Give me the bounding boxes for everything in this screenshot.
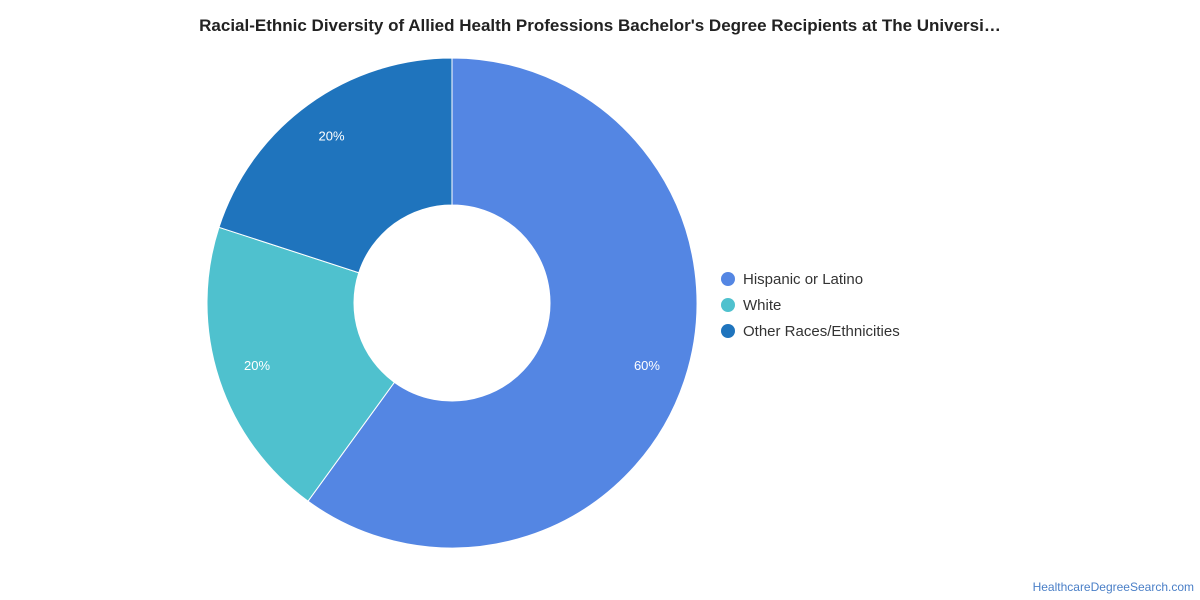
legend-label: Hispanic or Latino xyxy=(743,270,864,288)
legend-swatch xyxy=(721,272,735,286)
source-link[interactable]: HealthcareDegreeSearch.com xyxy=(1032,580,1194,594)
legend-swatch xyxy=(721,324,735,338)
slice-label: 20% xyxy=(318,129,344,144)
legend-label: White xyxy=(743,296,782,314)
legend-label: Other Races/Ethnicities xyxy=(743,322,900,340)
legend: Hispanic or Latino White Other Races/Ethni… xyxy=(721,266,900,344)
slice-label: 60% xyxy=(634,358,660,373)
legend-item[interactable]: Hispanic or Latino xyxy=(721,266,900,292)
legend-item[interactable]: Other Races/Ethnicities xyxy=(721,318,900,344)
slice-other-races-ethnicities[interactable] xyxy=(218,57,453,274)
legend-swatch xyxy=(721,298,735,312)
slice-hispanic-or-latino[interactable] xyxy=(307,57,698,549)
slice-white[interactable] xyxy=(206,226,396,502)
slice-label: 20% xyxy=(244,358,270,373)
chart-title: Racial-Ethnic Diversity of Allied Health… xyxy=(199,16,1001,35)
legend-item[interactable]: White xyxy=(721,292,900,318)
